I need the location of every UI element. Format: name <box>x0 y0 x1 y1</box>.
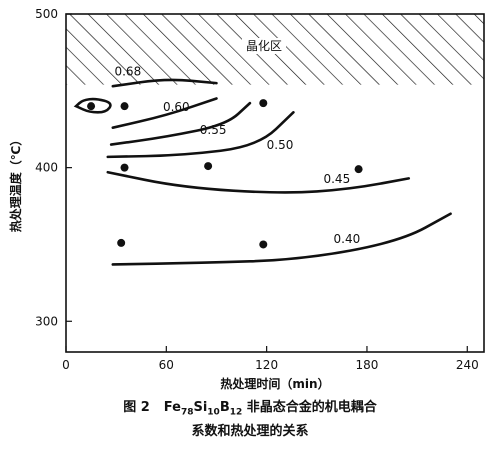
data-point <box>87 102 96 111</box>
formula-fe-sub: 78 <box>180 407 194 418</box>
x-tick-label: 60 <box>159 358 174 372</box>
region-label-background <box>241 38 287 54</box>
contour-0-55 <box>109 101 252 146</box>
x-tick-label: 120 <box>255 358 278 372</box>
data-point <box>117 238 126 247</box>
data-point <box>259 240 268 249</box>
contour-0-50 <box>106 111 295 159</box>
data-point <box>204 162 213 171</box>
formula-b: B <box>219 400 230 415</box>
y-tick-label: 400 <box>35 161 58 175</box>
formula-si-sub: 10 <box>207 407 220 418</box>
x-tick-label: 240 <box>456 358 479 372</box>
caption-line-2: 系数和热处理的关系 <box>191 424 309 439</box>
y-axis-label: 热处理温度（℃） <box>8 134 23 233</box>
data-point <box>259 99 268 108</box>
data-point <box>120 102 129 111</box>
contour-label: 0.55 <box>200 123 227 137</box>
contour-label: 0.68 <box>114 64 141 78</box>
caption-text: 非晶态合金的机电耦合 <box>242 400 377 415</box>
x-tick-label: 0 <box>62 358 70 372</box>
contour-label: 0.40 <box>334 232 361 246</box>
formula-fe: Fe <box>163 400 181 415</box>
x-axis-label: 热处理时间（min） <box>220 376 329 391</box>
x-tick-label: 180 <box>356 358 379 372</box>
formula-b-sub: 12 <box>229 407 243 418</box>
contour-label: 0.50 <box>267 138 294 152</box>
contour-0-68 <box>73 97 112 114</box>
data-point <box>120 163 129 172</box>
region-label: 晶化区 <box>246 39 282 53</box>
contour-label: 0.45 <box>323 172 350 186</box>
contour-0-45 <box>106 170 411 194</box>
contour-0-68 <box>111 78 218 88</box>
plot-area: 晶化区 0 60 120 180 240 300 400 500 热处理时间（min） 热处理温度（… <box>8 7 485 391</box>
formula-si: Si <box>193 400 208 415</box>
y-tick-label: 500 <box>35 7 58 21</box>
contour-0-40 <box>111 212 452 266</box>
figure-number: 图 2 <box>123 400 150 415</box>
contour-0-60 <box>111 97 218 129</box>
y-tick-label: 300 <box>35 314 58 328</box>
contour-label: 0.60 <box>163 100 190 114</box>
data-point <box>354 165 363 174</box>
plot-frame <box>65 13 485 353</box>
caption-line-1: 图 2 Fe78Si10B12 非晶态合金的机电耦合 <box>0 396 500 418</box>
